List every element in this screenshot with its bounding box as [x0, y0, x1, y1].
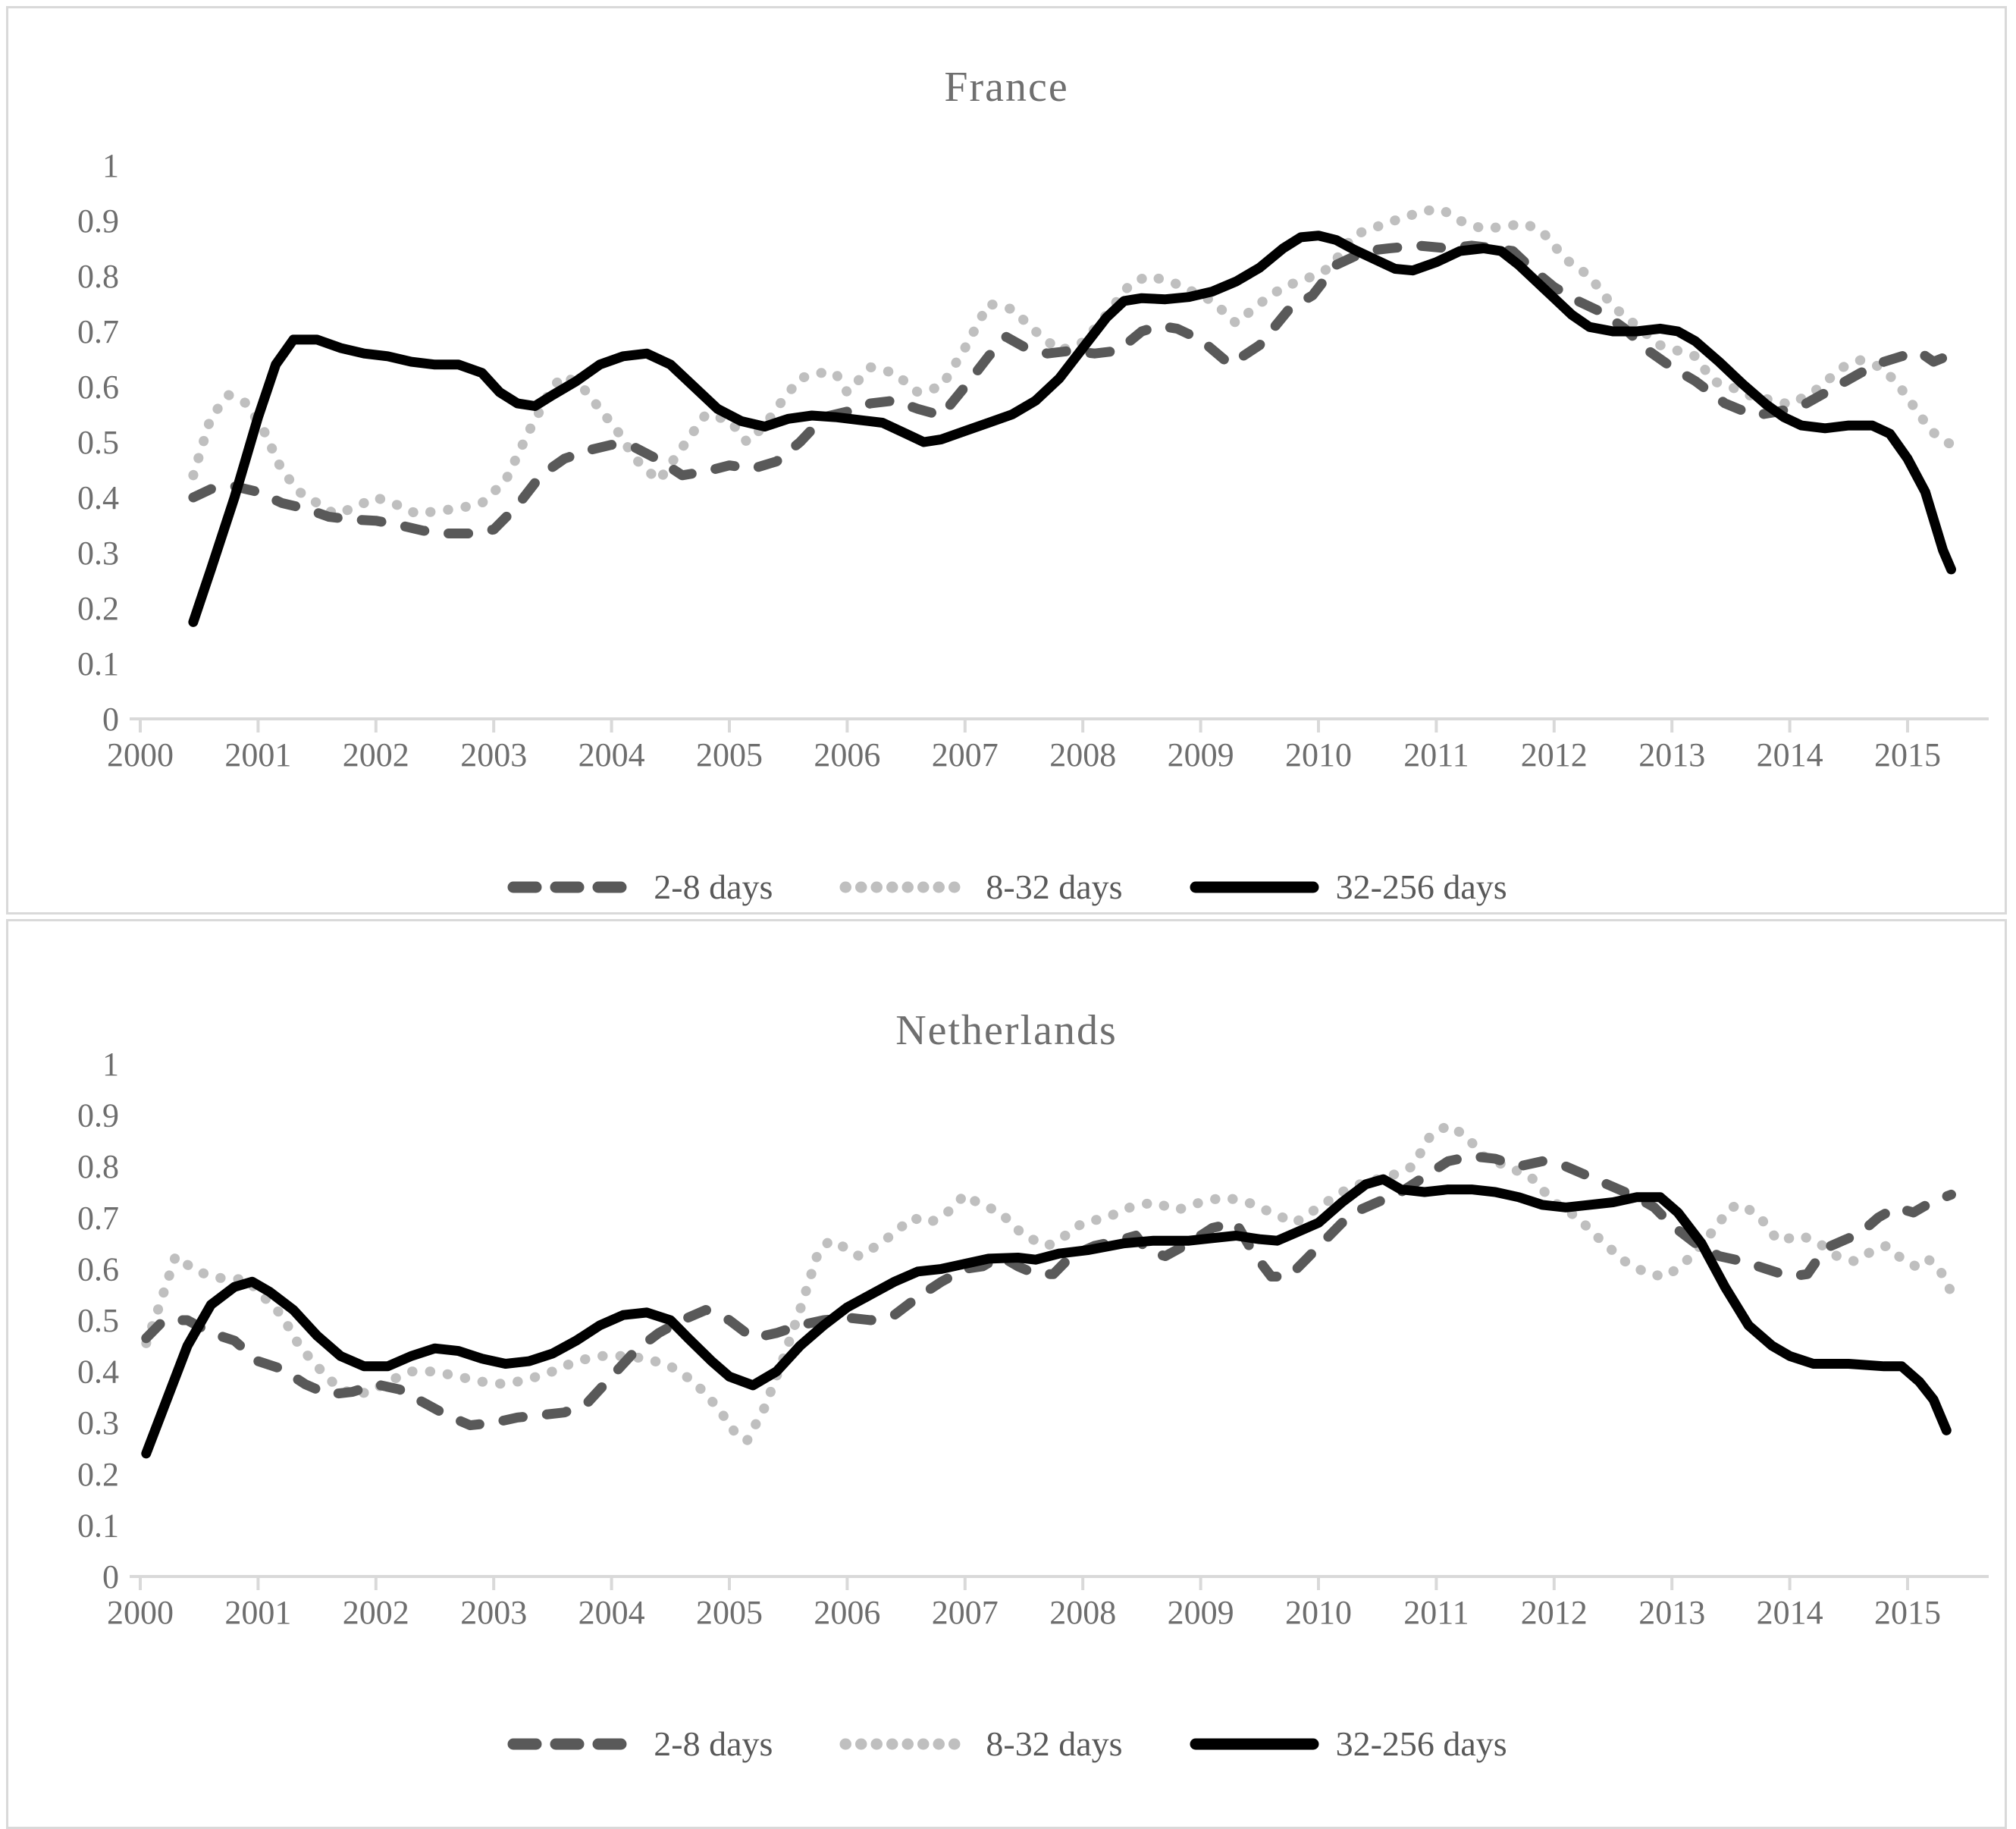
legend-item-dotted: 8-32 days: [838, 1724, 1123, 1764]
y-axis-label: 0.7: [77, 313, 119, 350]
y-axis-label: 0.9: [77, 202, 119, 240]
x-axis-label: 2003: [460, 1594, 527, 1631]
y-axis-label: 0: [102, 701, 119, 738]
series-line-dotted: [188, 204, 1956, 519]
legend-label: 8-32 days: [986, 1724, 1123, 1763]
x-axis-label: 2008: [1049, 736, 1116, 773]
y-axis-label: 0.8: [77, 258, 119, 295]
x-axis-label: 2005: [696, 736, 763, 773]
y-axis-label: 0.3: [77, 1404, 119, 1442]
page: { "colors": { "axis": "#d9d9d9", "tick_t…: [6, 6, 2007, 1829]
legend-item-dashed: 2-8 days: [506, 867, 773, 907]
x-axis-label: 2010: [1285, 1594, 1352, 1631]
x-axis-label: 2015: [1874, 1594, 1941, 1631]
x-axis-label: 2012: [1521, 736, 1588, 773]
legend-dotted-line-sample: [839, 1738, 969, 1749]
legend-dotted-line-sample: [839, 881, 969, 893]
y-axis-label: 0.4: [77, 479, 119, 516]
netherlands-chart-title: Netherlands: [895, 1007, 1118, 1054]
x-axis-label: 2011: [1403, 1594, 1469, 1631]
legend-item-solid: 32-256 days: [1188, 867, 1507, 907]
x-axis-label: 2007: [932, 1594, 999, 1631]
x-axis-label: 2004: [578, 1594, 645, 1631]
legend-solid-line-sample: [1190, 881, 1319, 893]
y-axis-label: 0.5: [77, 424, 119, 461]
x-axis-label: 2003: [460, 736, 527, 773]
france-chart-title: France: [944, 64, 1069, 111]
y-axis-label: 0: [102, 1558, 119, 1595]
y-axis-label: 0.9: [77, 1097, 119, 1134]
netherlands-chart-panel: Netherlands 2000 2001 2002 2003 2004 2005 2006…: [6, 919, 2007, 1829]
series-line-solid: [141, 1174, 1952, 1459]
legend-dashed-line-sample: [507, 1738, 637, 1749]
x-axis-label: 2006: [814, 736, 880, 773]
legend-label: 32-256 days: [1335, 1724, 1507, 1763]
x-axis-label: 2002: [343, 1594, 409, 1631]
x-axis-label: 2013: [1638, 736, 1705, 773]
y-axis-label: 0.7: [77, 1200, 119, 1237]
x-axis-label: 2010: [1285, 736, 1352, 773]
y-axis-label: 0.4: [77, 1354, 119, 1391]
x-axis-label: 2014: [1757, 1594, 1823, 1631]
series-line-dashed: [141, 1151, 1956, 1431]
y-axis-label: 0.6: [77, 369, 119, 406]
x-axis-label: 2001: [224, 1594, 291, 1631]
x-axis-label: 2005: [696, 1594, 763, 1631]
x-axis-label: 2009: [1168, 736, 1234, 773]
legend-dashed-line-sample: [507, 881, 637, 893]
legend-label: 2-8 days: [654, 1724, 773, 1763]
x-axis-label: 2001: [224, 736, 291, 773]
legend-item-solid: 32-256 days: [1188, 1724, 1507, 1764]
legend-item-dotted: 8-32 days: [838, 867, 1123, 907]
y-axis-label: 0.5: [77, 1302, 119, 1339]
x-axis-label: 2014: [1757, 736, 1823, 773]
y-axis-label: 1: [102, 147, 119, 184]
netherlands-legend: 2-8 days 8-32 days 32-256 days: [8, 1724, 2005, 1764]
y-axis-label: 0.6: [77, 1250, 119, 1288]
x-axis-label: 2012: [1521, 1594, 1588, 1631]
y-axis-label: 0.8: [77, 1148, 119, 1185]
x-axis-label: 2004: [578, 736, 645, 773]
x-axis-label: 2000: [107, 736, 174, 773]
series-line-dotted: [141, 1120, 1956, 1446]
x-axis-label: 2009: [1168, 1594, 1234, 1631]
x-axis-label: 2000: [107, 1594, 174, 1631]
x-axis-label: 2013: [1638, 1594, 1705, 1631]
x-axis-label: 2006: [814, 1594, 880, 1631]
legend-label: 8-32 days: [986, 867, 1123, 906]
france-chart-panel: France 2000 2001 2002 2003 2004 2005 2006 2007 2…: [6, 6, 2007, 914]
x-axis-label: 2007: [932, 736, 999, 773]
y-axis-label: 0.1: [77, 1507, 119, 1544]
legend-label: 32-256 days: [1335, 867, 1507, 906]
netherlands-plot-area: 2000 2001 2002 2003 2004 2005 2006 2007 2008 2009…: [77, 1046, 1989, 1631]
y-axis-label: 1: [102, 1046, 119, 1083]
y-axis-label: 0.1: [77, 645, 119, 682]
france-legend: 2-8 days 8-32 days 32-256 days: [8, 867, 2005, 907]
x-axis-label: 2015: [1874, 736, 1941, 773]
legend-item-dashed: 2-8 days: [506, 1724, 773, 1764]
legend-solid-line-sample: [1190, 1738, 1319, 1749]
legend-label: 2-8 days: [654, 867, 773, 906]
series-line-solid: [188, 231, 1956, 627]
y-axis-label: 0.2: [77, 590, 119, 627]
x-axis-label: 2011: [1403, 736, 1469, 773]
series-line-dashed: [188, 240, 1956, 538]
y-axis-label: 0.3: [77, 535, 119, 572]
x-axis-label: 2002: [343, 736, 409, 773]
y-axis-label: 0.2: [77, 1456, 119, 1493]
x-axis-label: 2008: [1049, 1594, 1116, 1631]
france-plot-area: 2000 2001 2002 2003 2004 2005 2006 2007 2008 2009…: [77, 147, 1989, 773]
